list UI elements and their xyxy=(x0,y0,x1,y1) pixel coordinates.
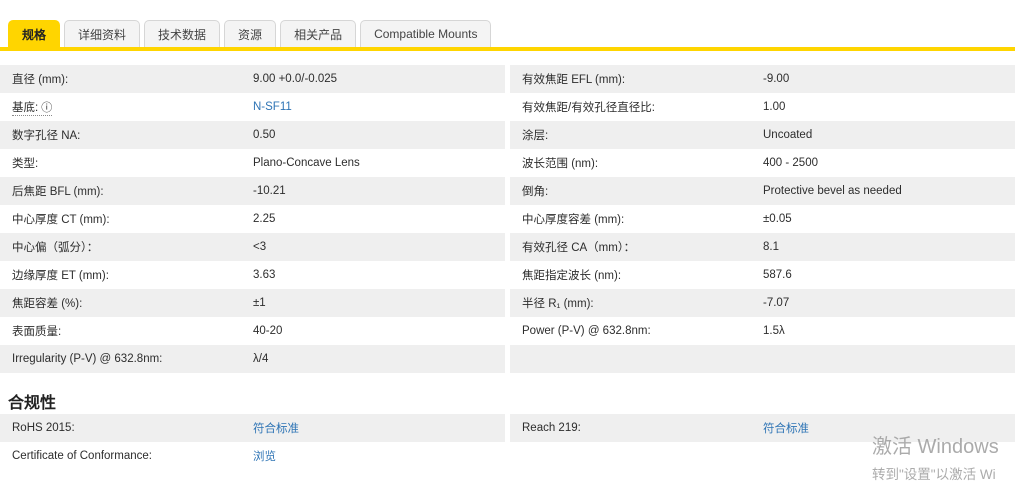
table-row: RoHS 2015: 符合标准 xyxy=(0,414,505,442)
spec-value: <3 xyxy=(253,241,267,253)
info-icon[interactable]: ⓘ xyxy=(41,102,53,114)
tab-bar: 规格 详细资料 技术数据 资源 相关产品 Compatible Mounts xyxy=(0,20,1015,51)
spec-label: 焦距容差 (%): xyxy=(12,298,83,310)
spec-value: -10.21 xyxy=(253,185,286,197)
table-row: 基底: ⓘ N-SF11 xyxy=(0,93,505,121)
spec-label: 有效孔径 CA（mm）： xyxy=(522,242,636,254)
table-row-empty xyxy=(510,442,1015,470)
spec-label: 焦距指定波长 (nm): xyxy=(522,270,622,282)
compliance-value: 符合标准 xyxy=(253,420,505,436)
spec-value: 587.6 xyxy=(763,269,792,281)
spec-value: λ/4 xyxy=(253,353,269,365)
spec-label: 表面质量: xyxy=(12,326,62,338)
spec-value: ±1 xyxy=(253,297,266,309)
table-row: 半径 R₁ (mm): -7.07 xyxy=(510,289,1015,317)
table-row: 中心偏（弧分）： <3 xyxy=(0,233,505,261)
spec-label: 基底: ⓘ xyxy=(0,99,253,116)
spec-value: N-SF11 xyxy=(253,101,505,113)
table-row: 焦距指定波长 (nm): 587.6 xyxy=(510,261,1015,289)
spec-label: 有效焦距/有效孔径直径比: xyxy=(522,102,655,114)
table-row: 有效焦距 EFL (mm): -9.00 xyxy=(510,65,1015,93)
table-row: 倒角: Protective bevel as needed xyxy=(510,177,1015,205)
spec-value: 3.63 xyxy=(253,269,276,281)
table-row: 后焦距 BFL (mm): -10.21 xyxy=(0,177,505,205)
compliance-table: RoHS 2015: 符合标准 Certificate of Conforman… xyxy=(0,414,1015,470)
compliance-value: 浏览 xyxy=(253,448,505,464)
table-row: 中心厚度 CT (mm): 2.25 xyxy=(0,205,505,233)
spec-label: 边缘厚度 ET (mm): xyxy=(12,270,109,282)
table-row: Reach 219: 符合标准 xyxy=(510,414,1015,442)
table-row-empty xyxy=(510,345,1015,373)
spec-value: Plano-Concave Lens xyxy=(253,157,360,169)
table-row: 波长范围 (nm): 400 - 2500 xyxy=(510,149,1015,177)
spec-label: Power (P-V) @ 632.8nm: xyxy=(522,325,651,337)
spec-label: 倒角: xyxy=(522,186,549,198)
compliance-table-left: RoHS 2015: 符合标准 Certificate of Conforman… xyxy=(0,414,505,470)
spec-label: 波长范围 (nm): xyxy=(522,158,599,170)
spec-label: 直径 (mm): xyxy=(12,74,69,86)
spec-value: -7.07 xyxy=(763,297,790,309)
table-row: 涂层: Uncoated xyxy=(510,121,1015,149)
compliance-label: Reach 219: xyxy=(522,422,581,434)
table-row: 数字孔径 NA: 0.50 xyxy=(0,121,505,149)
spec-label: 中心偏（弧分）： xyxy=(12,242,99,254)
tab-specs[interactable]: 规格 xyxy=(8,20,61,47)
spec-label: 涂层: xyxy=(522,130,549,142)
spec-label: 中心厚度 CT (mm): xyxy=(12,214,110,226)
spec-value: ±0.05 xyxy=(763,213,792,225)
spec-value: 8.1 xyxy=(763,241,779,253)
spec-label: 类型: xyxy=(12,158,39,170)
table-row: 表面质量: 40-20 xyxy=(0,317,505,345)
compliance-label: Certificate of Conformance: xyxy=(12,450,152,462)
spec-value: 9.00 +0.0/-0.025 xyxy=(253,73,338,85)
tab-resources[interactable]: 资源 xyxy=(224,20,277,47)
spec-value: -9.00 xyxy=(763,73,790,85)
table-row: 边缘厚度 ET (mm): 3.63 xyxy=(0,261,505,289)
spec-table-right: 有效焦距 EFL (mm): -9.00 有效焦距/有效孔径直径比: 1.00 … xyxy=(510,65,1015,373)
spec-table: 直径 (mm): 9.00 +0.0/-0.025 基底: ⓘ N-SF11 数字… xyxy=(0,65,1015,373)
table-row: Certificate of Conformance: 浏览 xyxy=(0,442,505,470)
table-row: 有效焦距/有效孔径直径比: 1.00 xyxy=(510,93,1015,121)
table-row: Irregularity (P-V) @ 632.8nm: λ/4 xyxy=(0,345,505,373)
spec-value: 40-20 xyxy=(253,325,283,337)
spec-value: Protective bevel as needed xyxy=(763,185,902,197)
spec-label: 半径 R₁ (mm): xyxy=(522,298,594,310)
table-row: 直径 (mm): 9.00 +0.0/-0.025 xyxy=(0,65,505,93)
spec-value: Uncoated xyxy=(763,129,813,141)
tab-compatible-mounts[interactable]: Compatible Mounts xyxy=(360,20,492,47)
compliance-heading: 合规性 xyxy=(8,395,57,412)
spec-label: 有效焦距 EFL (mm): xyxy=(522,74,626,86)
spec-value: 1.5λ xyxy=(763,325,785,337)
table-row: 焦距容差 (%): ±1 xyxy=(0,289,505,317)
spec-value: 2.25 xyxy=(253,213,276,225)
substrate-tooltip-label[interactable]: 基底: ⓘ xyxy=(12,102,53,116)
spec-table-left: 直径 (mm): 9.00 +0.0/-0.025 基底: ⓘ N-SF11 数字… xyxy=(0,65,505,373)
table-row: 类型: Plano-Concave Lens xyxy=(0,149,505,177)
table-row: 中心厚度容差 (mm): ±0.05 xyxy=(510,205,1015,233)
tab-related-products[interactable]: 相关产品 xyxy=(280,20,357,47)
spec-value: 400 - 2500 xyxy=(763,157,818,169)
reach-compliant-link[interactable]: 符合标准 xyxy=(763,423,809,435)
tab-technical-data[interactable]: 技术数据 xyxy=(144,20,221,47)
rohs-compliant-link[interactable]: 符合标准 xyxy=(253,423,299,435)
table-row: Power (P-V) @ 632.8nm: 1.5λ xyxy=(510,317,1015,345)
compliance-table-right: Reach 219: 符合标准 xyxy=(510,414,1015,470)
compliance-label: RoHS 2015: xyxy=(12,422,75,434)
table-row: 有效孔径 CA（mm）： 8.1 xyxy=(510,233,1015,261)
spec-label: 中心厚度容差 (mm): xyxy=(522,214,625,226)
spec-label: 数字孔径 NA: xyxy=(12,130,81,142)
spec-value: 1.00 xyxy=(763,101,786,113)
spec-label: Irregularity (P-V) @ 632.8nm: xyxy=(12,353,163,365)
spec-label: 后焦距 BFL (mm): xyxy=(12,186,104,198)
certificate-view-link[interactable]: 浏览 xyxy=(253,451,276,463)
tab-details[interactable]: 详细资料 xyxy=(64,20,141,47)
substrate-link[interactable]: N-SF11 xyxy=(253,101,292,113)
compliance-value: 符合标准 xyxy=(763,420,1015,436)
spec-value: 0.50 xyxy=(253,129,276,141)
